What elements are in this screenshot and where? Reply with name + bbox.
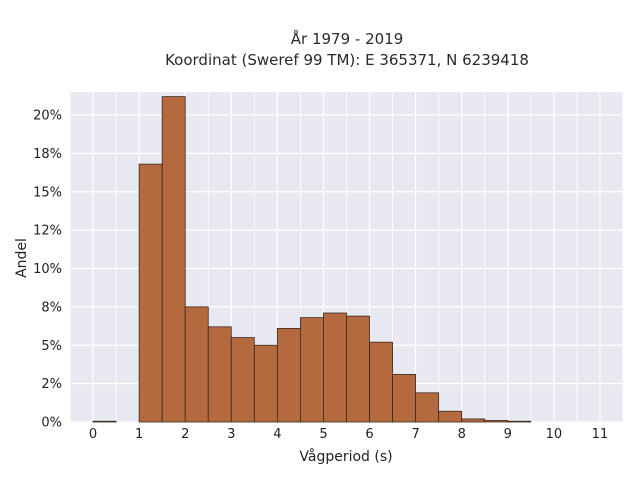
histogram-bar [92, 420, 117, 423]
x-tick-label: 3 [227, 427, 235, 442]
histogram-bar [184, 306, 209, 423]
y-tick-label: 5% [41, 339, 62, 354]
histogram-bar [507, 420, 532, 423]
histogram-bar [484, 420, 509, 423]
y-tick-label: 2% [41, 377, 62, 392]
histogram-bar [300, 317, 324, 423]
histogram-bar [230, 337, 255, 423]
x-tick-label: 11 [592, 427, 609, 442]
x-tick-label: 5 [319, 427, 327, 442]
bars [92, 96, 532, 423]
chart-title: År 1979 - 2019 [290, 30, 404, 48]
histogram-bar [138, 163, 163, 423]
histogram-bar [207, 326, 232, 423]
histogram-bar [392, 374, 417, 423]
y-tick-label: 15% [33, 185, 62, 200]
histogram-bar [253, 344, 278, 423]
y-tick-label: 18% [33, 147, 62, 162]
x-tick-labels: 0 1 2 3 4 5 6 7 8 9 10 11 [89, 427, 608, 442]
x-axis-label: Vågperiod (s) [299, 448, 392, 465]
x-tick-label: 0 [89, 427, 97, 442]
y-tick-label: 10% [33, 262, 62, 277]
y-tick-label: 12% [33, 224, 62, 239]
x-tick-label: 10 [546, 427, 563, 442]
y-tick-label: 20% [33, 109, 62, 124]
y-tick-label: 8% [41, 300, 62, 315]
x-tick-label: 4 [273, 427, 281, 442]
histogram-bar [276, 327, 301, 423]
x-tick-label: 6 [365, 427, 373, 442]
x-tick-label: 2 [181, 427, 189, 442]
x-tick-label: 8 [458, 427, 466, 442]
x-tick-label: 9 [504, 427, 512, 442]
y-tick-labels: 0% 2% 5% 8% 10% 12% 15% 18% 20% [33, 109, 62, 431]
histogram-bar [346, 315, 370, 423]
histogram-bar [369, 341, 393, 423]
histogram-bar [161, 96, 186, 423]
x-tick-label: 1 [135, 427, 143, 442]
y-axis-label: Andel [14, 238, 30, 278]
x-tick-label: 7 [411, 427, 419, 442]
histogram-bar [461, 418, 486, 423]
histogram-bar [415, 392, 440, 423]
chart-subtitle: Koordinat (Sweref 99 TM): E 365371, N 62… [165, 51, 529, 69]
histogram-bar [438, 410, 463, 423]
histogram-bar [323, 312, 347, 423]
y-tick-label: 0% [41, 416, 62, 431]
